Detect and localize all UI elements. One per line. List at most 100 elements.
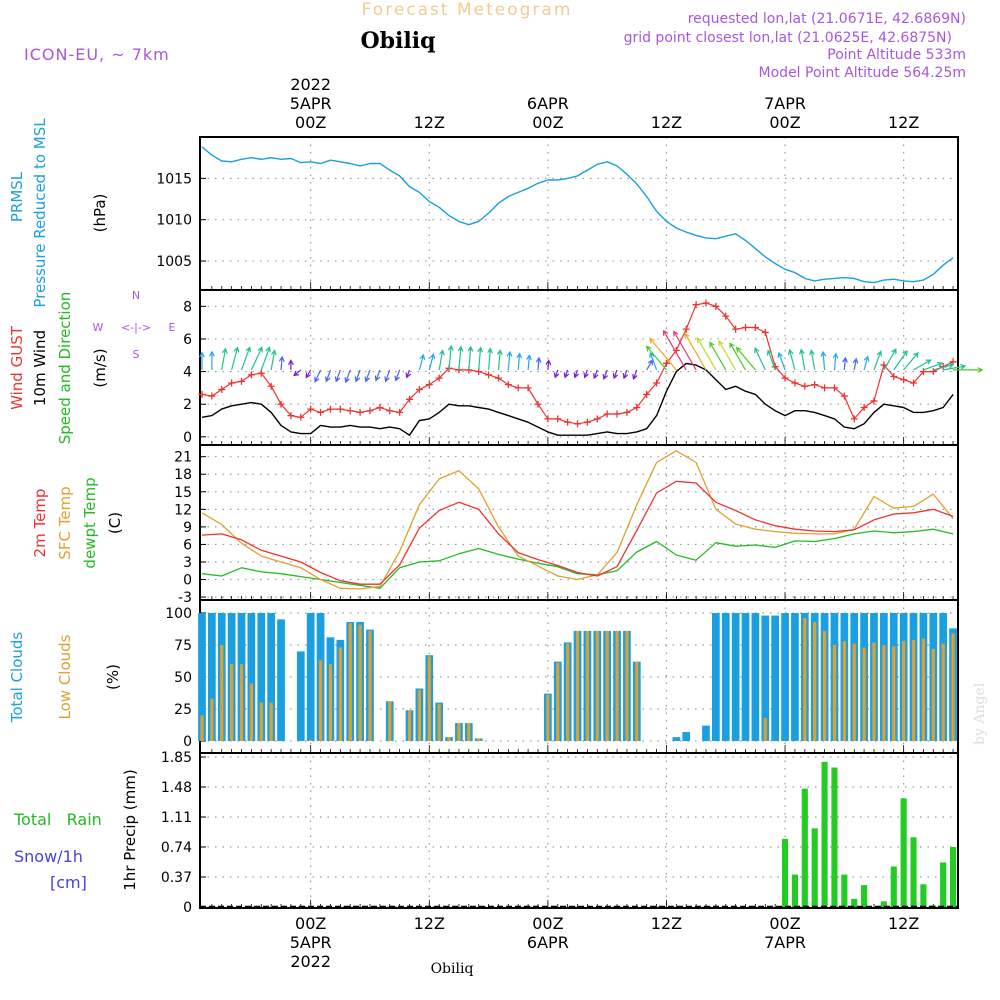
wind-arrow [684,332,707,371]
wind-arrow [593,369,599,380]
pressure-panel: 1005 1010 1015 [156,136,959,291]
top-time-label: 2022 [290,75,331,94]
total-cloud-bar [781,613,789,741]
gust-point [662,359,670,367]
precip-ytick-label: 0.37 [161,870,192,886]
wind-arrow [221,347,228,371]
wind-arrow [405,369,411,379]
low-cloud-bar [318,660,323,741]
wind-arrow [766,349,776,371]
low-cloud-bar [269,702,273,741]
wind-ytick-label: 4 [183,365,192,381]
low-cloud-bar [338,647,342,741]
gust-point [228,379,236,387]
gust-line [201,302,954,425]
gust-point [870,397,878,405]
gust-point [801,382,809,390]
pressure-side-label: (hPa) [91,194,109,233]
wind-arrow [563,369,570,379]
low-cloud-bar [427,656,431,741]
clouds-ytick-label: 0 [183,734,192,750]
precip-bar [821,761,828,907]
low-cloud-bar [803,618,807,741]
gust-point [821,384,829,392]
gust-point [574,420,582,428]
wind-arrow [447,344,454,370]
gust-point [317,408,325,416]
bottom-time-label: 7APR [764,933,806,952]
precip-bar [890,866,897,907]
panel-side-labels: PRMSL Pressure Reduced to MSL (hPa) Wind GU… [8,118,139,891]
low-cloud-bar [911,639,916,741]
low-cloud-bar [417,689,421,741]
bottom-time-label: 00Z [295,914,326,933]
wind-arrow [573,369,579,379]
wind-arrow [314,369,322,383]
low-cloud-bar [921,638,926,741]
pressure-side-label: PRMSL [8,171,26,222]
wind-side-label: Wind GUST [8,325,26,410]
precip-bar [801,788,808,907]
gust-point [702,299,710,307]
wind-side-label: (m/s) [91,348,109,387]
temp-ytick-label: 9 [183,520,192,536]
temp-frame [199,444,959,601]
gust-point [267,382,275,390]
wind-arrow [883,348,897,371]
footer-station: Obiliq [431,961,474,977]
low-cloud-bar [368,630,372,741]
wind-arrow [384,369,391,383]
precip-bar [880,901,887,907]
total-cloud-bar [267,613,276,741]
panels-group: 10051010101502468-3036912151821025507510… [156,136,984,916]
pressure-ytick-label: 1015 [156,171,192,187]
gust-point [277,400,285,408]
low-cloud-bar [605,630,609,741]
wind-arrow [545,359,552,370]
gust-point [386,407,394,415]
low-cloud-bar [822,630,827,741]
low-cloud-bar [615,630,619,741]
compass-e: E [169,321,176,334]
low-cloud-bar [595,630,599,741]
gust-point [633,403,641,411]
total-cloud-bar [771,615,780,741]
gust-point [732,325,740,333]
gust-point [247,371,255,379]
precip-bar [841,874,848,907]
gust-point [564,418,572,426]
wind-arrow [428,352,436,371]
precip-bar [781,838,789,907]
sfc-temp-line [201,450,954,590]
wind-arrow [799,348,806,371]
low-cloud-bar [872,642,876,741]
wind-arrow [496,349,503,370]
snow-unit-label: [cm] [50,873,87,892]
gust-point [297,413,305,421]
wind-arrow [344,369,351,384]
precip-bar [831,767,838,907]
wind-arrow [622,369,629,380]
bottom-time-label: 5APR [290,933,332,952]
wind-arrow [364,369,371,383]
low-cloud-bar [407,710,412,741]
temp-ytick-label: 18 [174,467,192,483]
low-cloud-bar [467,723,471,741]
wind-arrow [754,347,766,371]
bottom-time-label: 12Z [414,914,445,933]
wind-arrow [632,369,638,381]
gust-point [910,379,918,387]
gust-point [692,301,700,309]
wind-arrow [777,351,786,371]
low-cloud-bar [882,645,886,741]
wind-arrow [457,345,464,370]
wind-arrow [787,348,796,371]
gust-point [761,328,769,336]
wind-arrow [809,349,816,371]
low-cloud-bar [832,645,837,741]
total-cloud-bar [731,613,740,741]
low-cloud-bar [941,643,945,741]
gust-point [208,392,216,400]
precip-bar [949,847,957,907]
